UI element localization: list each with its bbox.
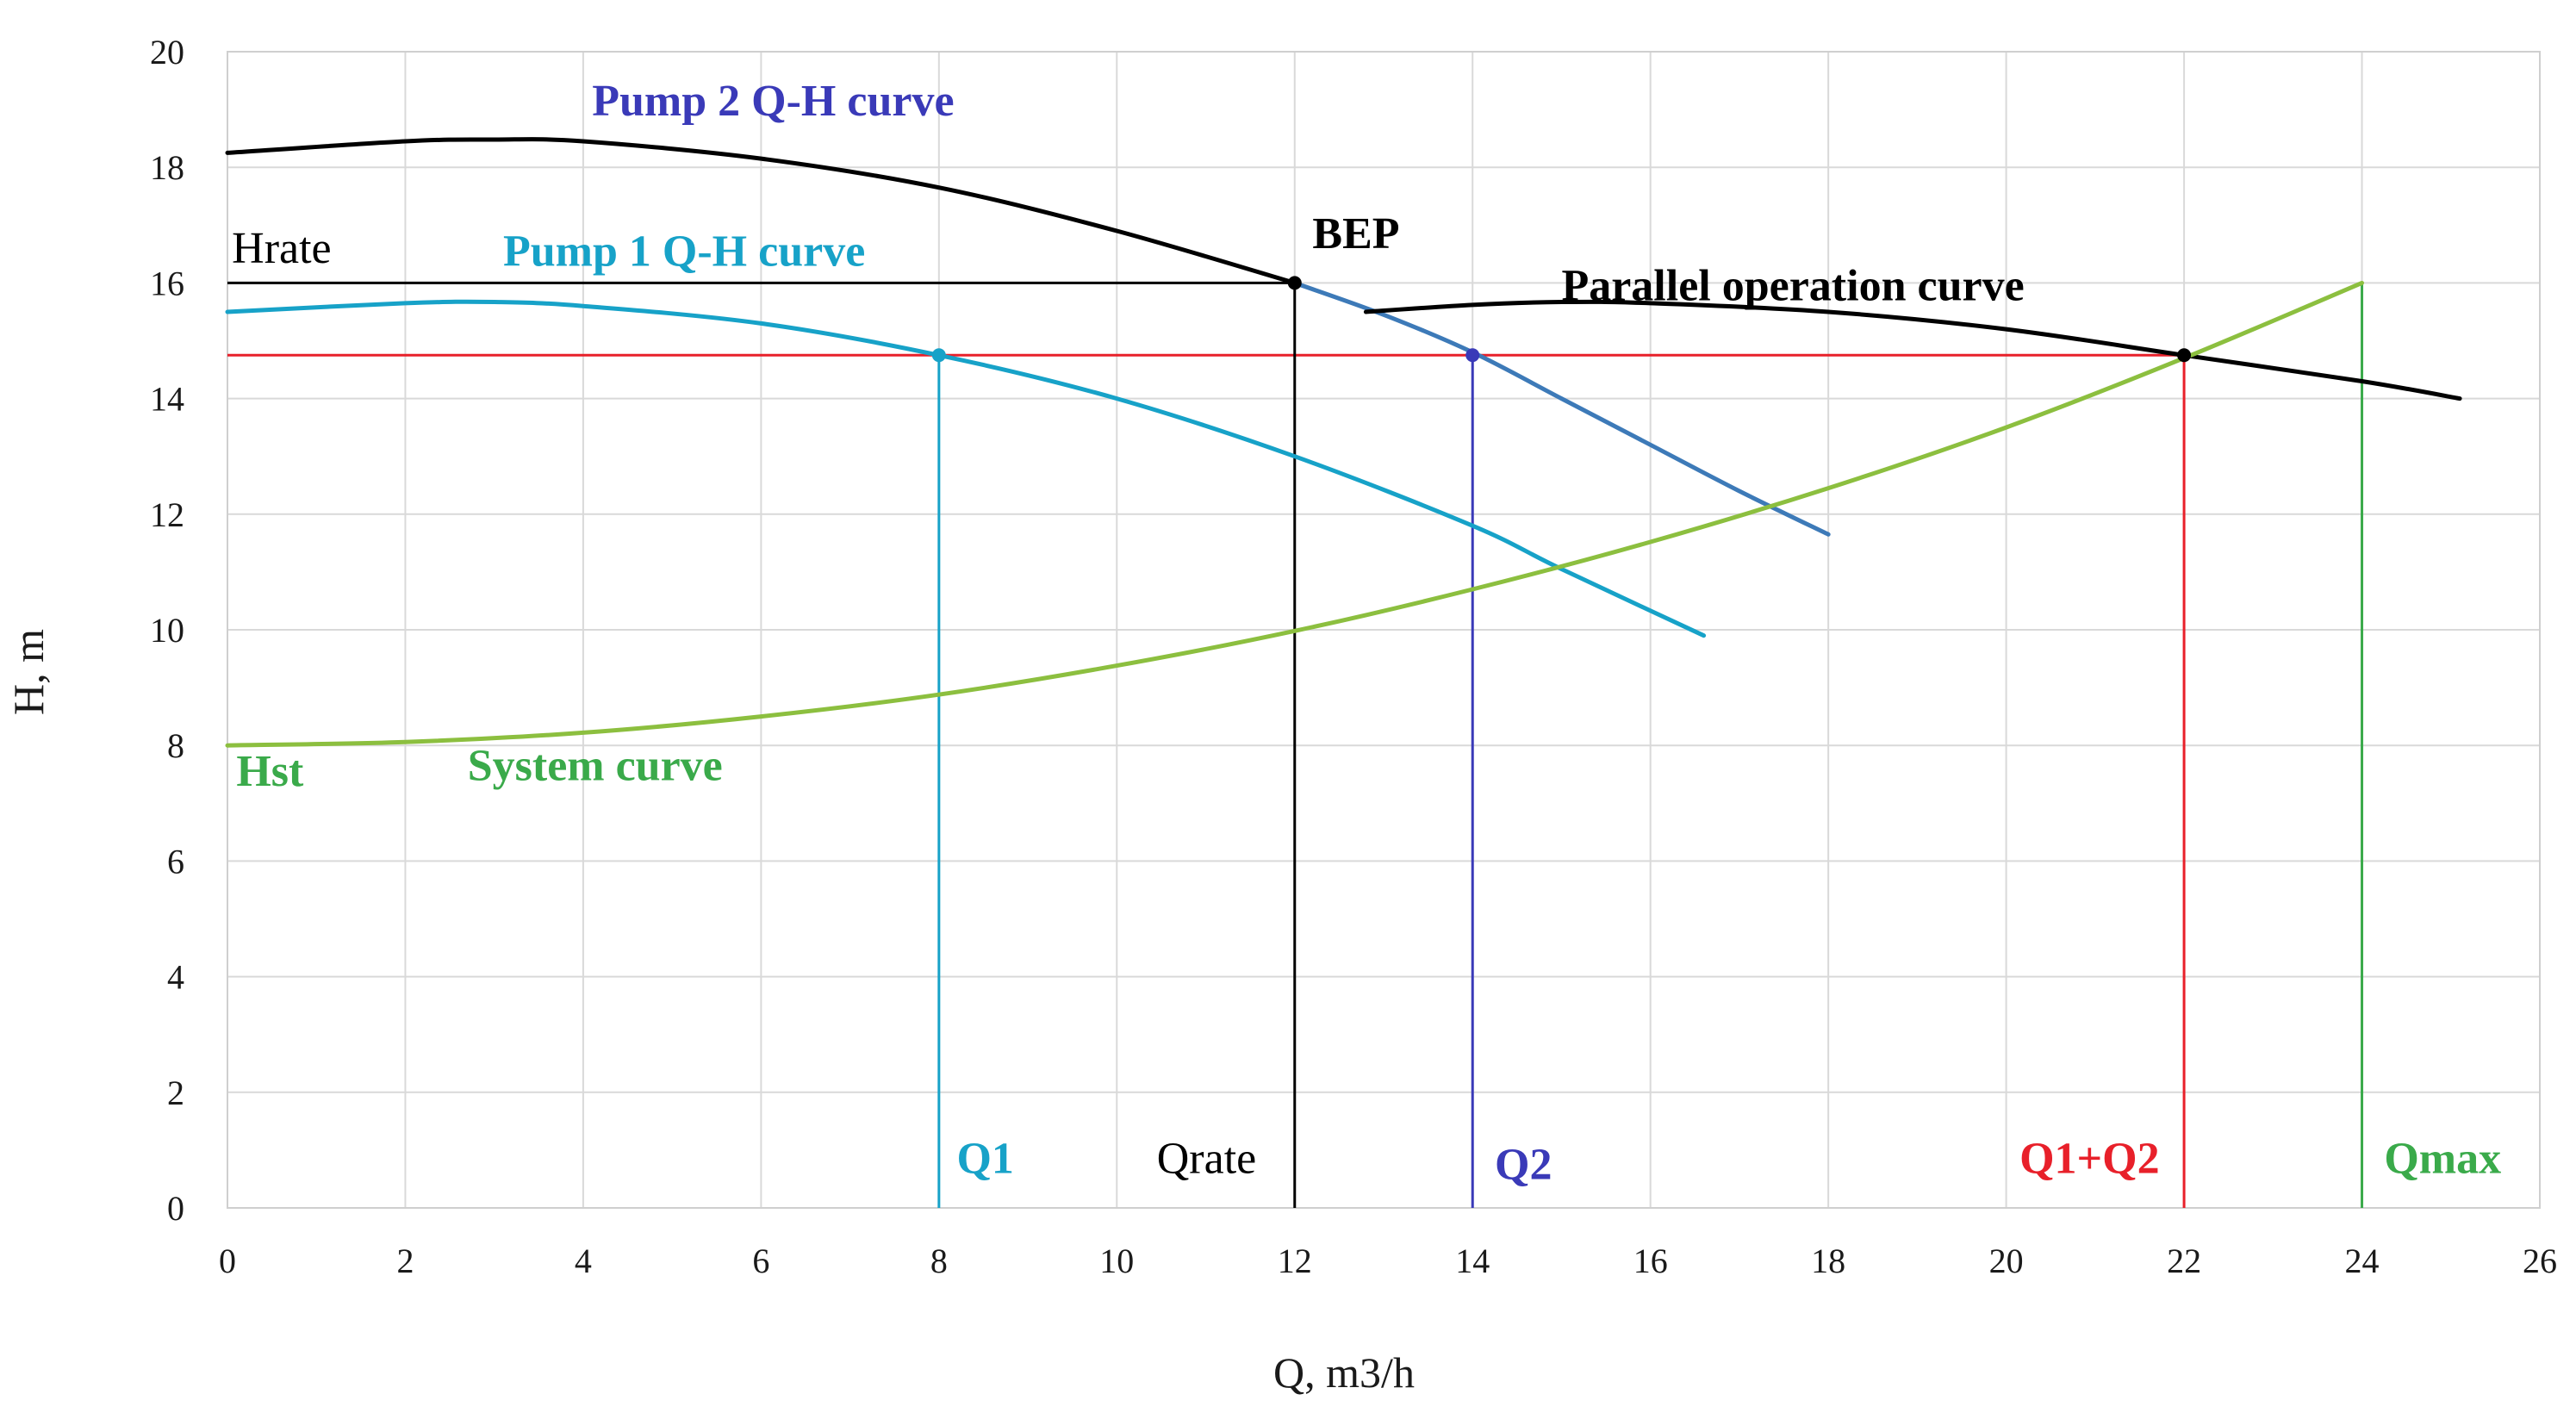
series-line-system-curve bbox=[225, 280, 2364, 748]
annotation-hrate: Hrate bbox=[232, 224, 331, 273]
x-tick-label: 22 bbox=[2167, 1242, 2201, 1280]
reference-lines bbox=[227, 281, 2364, 1208]
data-points bbox=[931, 276, 2192, 363]
y-tick-label: 0 bbox=[167, 1189, 184, 1228]
x-tick-label: 16 bbox=[1633, 1242, 1668, 1280]
y-tick-label: 18 bbox=[150, 148, 184, 187]
point-q1-q2-point bbox=[2177, 348, 2192, 363]
series-line-parallel-operation-curve bbox=[1363, 299, 2462, 401]
point-q1-point bbox=[931, 348, 946, 363]
annotation-q1-q2: Q1+Q2 bbox=[2019, 1135, 2160, 1184]
annotations: Pump 2 Q-H curve Hrate Pump 1 Q-H curve BEP… bbox=[232, 77, 2501, 1190]
annotation-hst: Hst bbox=[236, 747, 304, 796]
y-tick-label: 4 bbox=[167, 958, 184, 997]
x-tick-label: 10 bbox=[1099, 1242, 1134, 1280]
annotation-pump-1-q-h-curve: Pump 1 Q-H curve bbox=[503, 227, 865, 276]
point-q2-point bbox=[1465, 348, 1480, 363]
x-tick-label: 6 bbox=[752, 1242, 769, 1280]
y-tick-label: 16 bbox=[150, 264, 184, 302]
series-line-pump-2-q-h-curve-continued bbox=[1292, 280, 1831, 537]
series-line-pump-2-q-h-curve bbox=[225, 137, 1297, 285]
y-tick-label: 2 bbox=[167, 1074, 184, 1112]
x-tick-label: 2 bbox=[396, 1242, 414, 1280]
y-tick-label: 8 bbox=[167, 726, 184, 765]
x-tick-label: 0 bbox=[219, 1242, 236, 1280]
x-tick-label: 20 bbox=[1989, 1242, 2024, 1280]
x-tick-label: 18 bbox=[1811, 1242, 1845, 1280]
y-tick-label: 14 bbox=[150, 380, 184, 419]
y-tick-label: 20 bbox=[150, 33, 184, 72]
annotation-q2: Q2 bbox=[1495, 1140, 1552, 1189]
x-tick-label: 14 bbox=[1455, 1242, 1490, 1280]
x-tick-label: 26 bbox=[2523, 1242, 2557, 1280]
annotation-system-curve: System curve bbox=[468, 741, 723, 790]
point-bep bbox=[1287, 276, 1302, 290]
annotation-parallel-operation-curve: Parallel operation curve bbox=[1561, 262, 2024, 311]
annotation-qmax: Qmax bbox=[2384, 1135, 2501, 1184]
annotation-bep: BEP bbox=[1312, 209, 1399, 258]
x-tick-label: 12 bbox=[1278, 1242, 1312, 1280]
annotation-q1: Q1 bbox=[956, 1135, 1013, 1184]
x-axis-label: Q, m3/h bbox=[1273, 1348, 1415, 1397]
annotation-pump-2-q-h-curve: Pump 2 Q-H curve bbox=[592, 77, 954, 126]
y-tick-label: 10 bbox=[150, 611, 184, 650]
y-tick-label: 12 bbox=[150, 495, 184, 534]
series-lines bbox=[225, 137, 2462, 748]
plot-frame bbox=[227, 51, 2541, 1209]
x-tick-label: 24 bbox=[2345, 1242, 2380, 1280]
y-axis-label: H, m bbox=[4, 629, 53, 715]
annotation-qrate: Qrate bbox=[1157, 1135, 1256, 1184]
x-tick-label: 8 bbox=[930, 1242, 948, 1280]
x-tick-label: 4 bbox=[575, 1242, 592, 1280]
y-tick-label: 6 bbox=[167, 842, 184, 881]
